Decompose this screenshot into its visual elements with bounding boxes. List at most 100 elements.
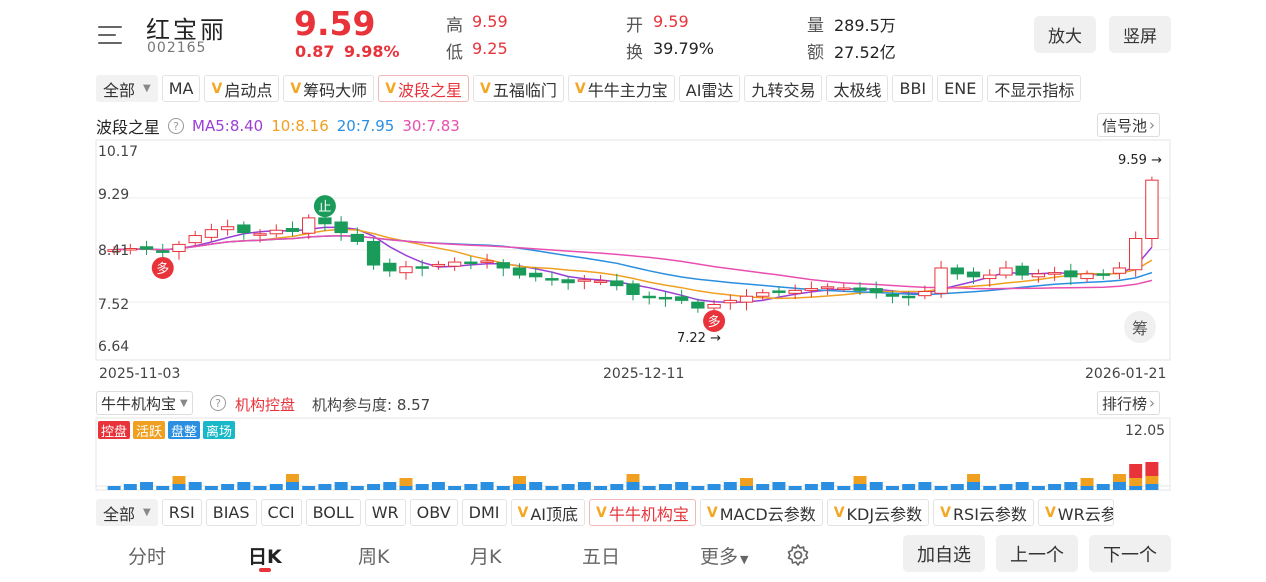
candle-body [642,295,656,299]
chip-label: MACD云参数 [719,504,816,524]
sub-niuniu-jigou[interactable]: V 牛牛机构宝 [589,499,696,526]
tab-fenshi[interactable]: 分时 [128,546,167,568]
candle-body [853,287,867,291]
sub-toolbar-select[interactable]: 全部 ▼ [96,499,158,526]
signal-pool-button[interactable]: 信号池 › [1097,113,1161,137]
vip-icon: V [480,80,491,97]
candle-body [837,287,851,291]
help-icon[interactable]: ? [210,395,226,411]
tab-daily-k[interactable]: 日K [248,546,282,568]
indicator-ma[interactable]: MA [161,75,201,102]
candle-body [172,243,186,252]
inst-bar-blue [221,484,235,490]
candle-body [966,271,981,278]
menu-icon[interactable] [98,24,124,46]
y-tick: 10.17 [98,144,139,160]
candle-body [188,235,202,244]
sub-dmi[interactable]: DMI [461,499,507,526]
indicator-none[interactable]: 不显示指标 [987,75,1082,102]
indicator-boduan[interactable]: V 波段之星 [378,75,470,102]
gear-icon[interactable] [786,543,810,567]
chip-label: 九转交易 [751,80,816,100]
chip-label: WR [371,503,399,522]
low-label: 低 [446,43,463,63]
sub-indicator-name: 机构控盘 [235,396,296,414]
candle-body [237,224,251,234]
candle-body [691,301,705,309]
indicator-qidongdian[interactable]: V 启动点 [204,75,280,102]
vip-icon: V [940,504,951,521]
price-change: 0.87 [295,42,335,61]
inst-bar-blue [577,482,591,490]
chevron-right-icon: › [1149,116,1156,134]
candle-body [383,262,397,272]
candle-body [350,233,365,242]
indicator-ai-radar[interactable]: AI雷达 [678,75,741,102]
indicator-taiji[interactable]: 太极线 [826,75,889,102]
stock-code: 002165 [147,40,207,56]
x-label: 2025-12-11 [603,366,685,382]
sub-rsi[interactable]: RSI [161,499,202,526]
indicator-bbi[interactable]: BBI [892,75,934,102]
inst-bar-blue [594,486,608,490]
indicator-name: 波段之星 [96,118,161,137]
tab-more[interactable]: 更多 ▼ [700,542,748,569]
prev-stock-button[interactable]: 上一个 [996,535,1078,572]
inst-bar-blue [642,486,656,490]
inst-bar-blue [999,484,1013,490]
sub-ai-dingdi[interactable]: V AI顶底 [510,499,586,526]
tab-monthly-k[interactable]: 月K [470,546,502,568]
sub-wr-cloud[interactable]: V WR云参 [1037,499,1114,526]
chip-label: MA [168,79,194,98]
inst-bar-blue [918,482,932,490]
candle-body [529,272,543,278]
portrait-button[interactable]: 竖屏 [1109,16,1171,53]
chip-button[interactable]: 筹 [1124,311,1156,343]
tab-five-day[interactable]: 五日 [582,546,621,568]
rank-button[interactable]: 排行榜 › [1097,391,1161,415]
zoom-button[interactable]: 放大 [1034,16,1096,53]
candle-body [1015,265,1029,276]
indicator-niuniu[interactable]: V 牛牛主力宝 [567,75,675,102]
sub-obv[interactable]: OBV [409,499,458,526]
tab-weekly-k[interactable]: 周K [358,546,390,568]
sub-boll[interactable]: BOLL [305,499,361,526]
candle-body [253,233,267,236]
sub-kdj-cloud[interactable]: V KDJ云参数 [826,499,930,526]
vip-icon: V [211,80,223,97]
inst-bar-blue [448,486,462,490]
sub-bias[interactable]: BIAS [205,499,257,526]
help-icon[interactable]: ? [168,118,185,134]
sub-indicator-select[interactable]: 牛牛机构宝 ▼ [96,391,193,415]
indicator-ene[interactable]: ENE [937,75,984,102]
x-label: 2025-11-03 [99,366,181,382]
indicator-jiuzhuan[interactable]: 九转交易 [744,75,823,102]
indicator-chouma[interactable]: V 筹码大师 [283,75,375,102]
add-watchlist-button[interactable]: 加自选 [903,535,985,572]
inst-bar-blue [285,482,299,490]
indicator-select[interactable]: 全部 ▼ [96,75,158,102]
candle-body [885,293,900,297]
candle-body [1145,179,1159,240]
candle-body [447,261,462,267]
candle-body [999,267,1013,276]
candle-body [804,288,819,291]
inst-bar-orange [626,474,640,482]
next-stock-button[interactable]: 下一个 [1089,535,1171,572]
chip-label: AI雷达 [685,80,734,100]
ma30-value: 30:7.83 [402,117,460,135]
sub-wr[interactable]: WR [364,499,406,526]
inst-bar-orange [1145,476,1159,484]
signal-marker [151,256,174,279]
inst-bar-orange [172,476,186,484]
rank-label: 排行榜 [1102,394,1148,413]
candle-body [496,262,510,269]
sub-cci[interactable]: CCI [260,499,302,526]
chip-button-label: 筹 [1131,319,1148,338]
sub-rsi-cloud[interactable]: V RSI云参数 [933,499,1034,526]
inst-bar-blue [740,486,753,490]
vip-icon: V [833,504,845,521]
sub-macd-cloud[interactable]: V MACD云参数 [699,499,823,526]
indicator-wufu[interactable]: V 五福临门 [473,75,564,102]
